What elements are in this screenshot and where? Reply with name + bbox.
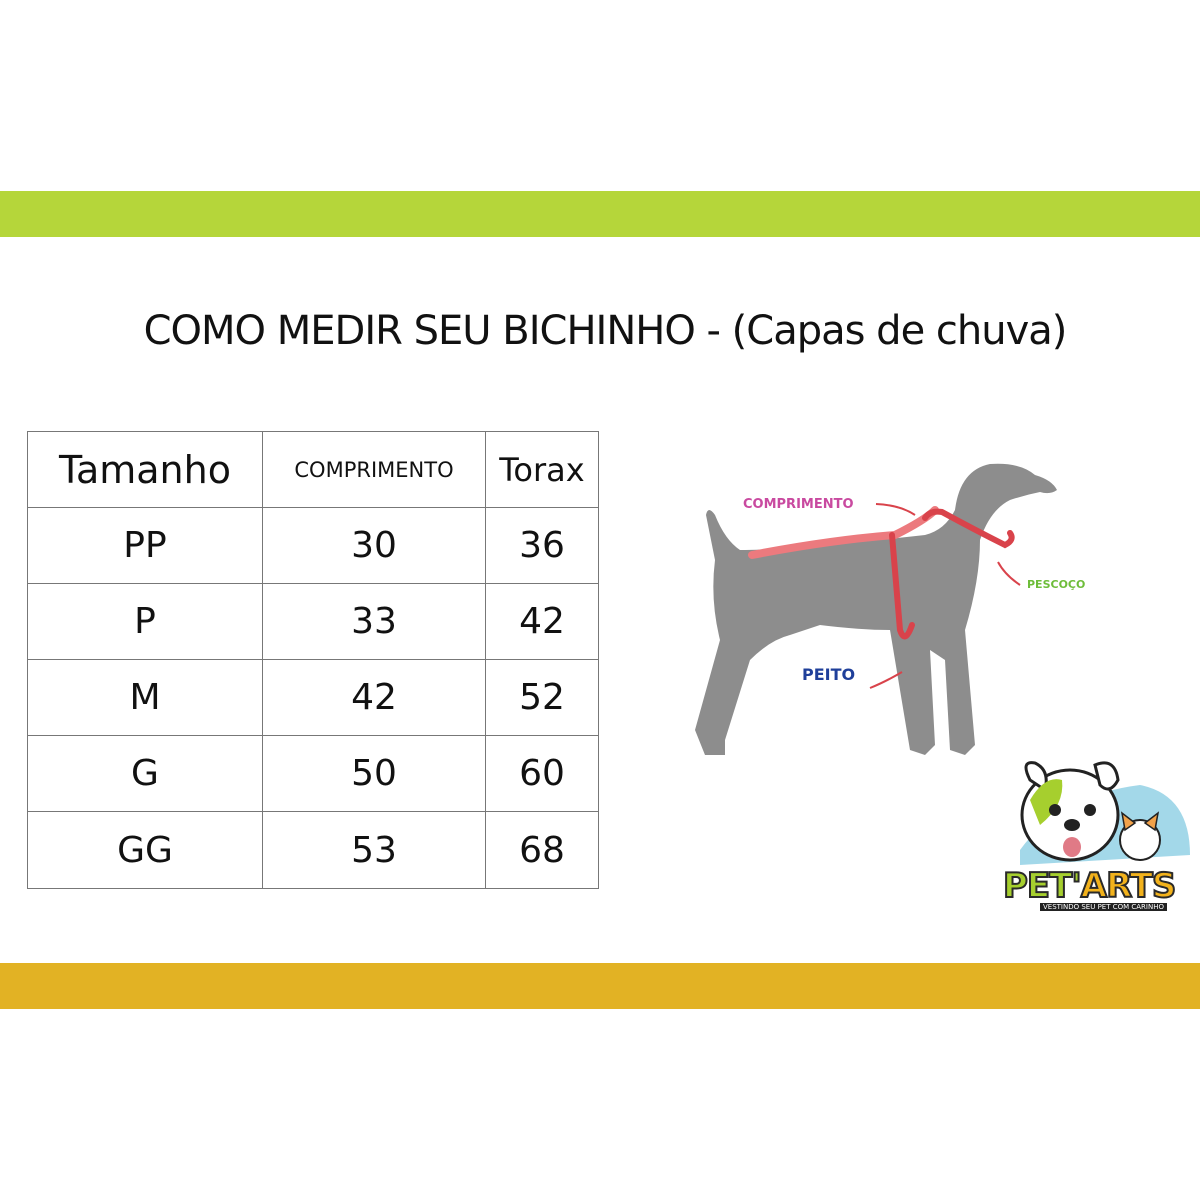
label-chest: PEITO	[802, 665, 856, 684]
petarts-logo	[1020, 761, 1190, 865]
logo-name-part: PET'	[1002, 865, 1083, 907]
label-neck: PESCOÇO	[1027, 578, 1086, 591]
length-cell: 50	[262, 735, 486, 812]
chest-cell: 60	[485, 735, 599, 812]
dog-silhouette	[695, 463, 1057, 755]
logo-tagline: VESTINDO SEU PET COM CARINHO	[1040, 903, 1167, 911]
size-cell: G	[27, 735, 263, 812]
length-cell: 33	[262, 583, 486, 660]
table-row: GG 53 68	[27, 811, 599, 889]
dog-measurement-illustration	[695, 463, 1057, 755]
header-size: Tamanho	[27, 431, 263, 508]
chest-cell: 68	[485, 811, 599, 889]
label-length: COMPRIMENTO	[743, 497, 854, 512]
header-length: COMPRIMENTO	[262, 431, 486, 508]
length-cell: 53	[262, 811, 486, 889]
size-cell: GG	[27, 811, 263, 889]
table-row: P 33 42	[27, 583, 599, 660]
table-row: M 42 52	[27, 659, 599, 736]
bottom-gold-band	[0, 963, 1200, 1009]
arrows	[869, 503, 1021, 689]
logo-wordmark: PET'ARTS	[1002, 865, 1178, 907]
chest-cell: 36	[485, 507, 599, 584]
chest-cell: 42	[485, 583, 599, 660]
table-header-row: Tamanho COMPRIMENTO Torax	[27, 431, 599, 508]
length-cell: 42	[262, 659, 486, 736]
size-cell: PP	[27, 507, 263, 584]
size-cell: M	[27, 659, 263, 736]
length-cell: 30	[262, 507, 486, 584]
logo-name-part: ARTS	[1080, 865, 1178, 907]
measure-bands	[748, 506, 1015, 640]
top-green-band	[0, 191, 1200, 237]
table-row: PP 30 36	[27, 507, 599, 584]
size-cell: P	[27, 583, 263, 660]
size-table: Tamanho COMPRIMENTO Torax PP 30 36 P 33 …	[27, 431, 599, 889]
chest-cell: 52	[485, 659, 599, 736]
page-title: COMO MEDIR SEU BICHINHO - (Capas de chuv…	[143, 308, 1068, 354]
header-chest: Torax	[485, 431, 599, 508]
table-row: G 50 60	[27, 735, 599, 812]
